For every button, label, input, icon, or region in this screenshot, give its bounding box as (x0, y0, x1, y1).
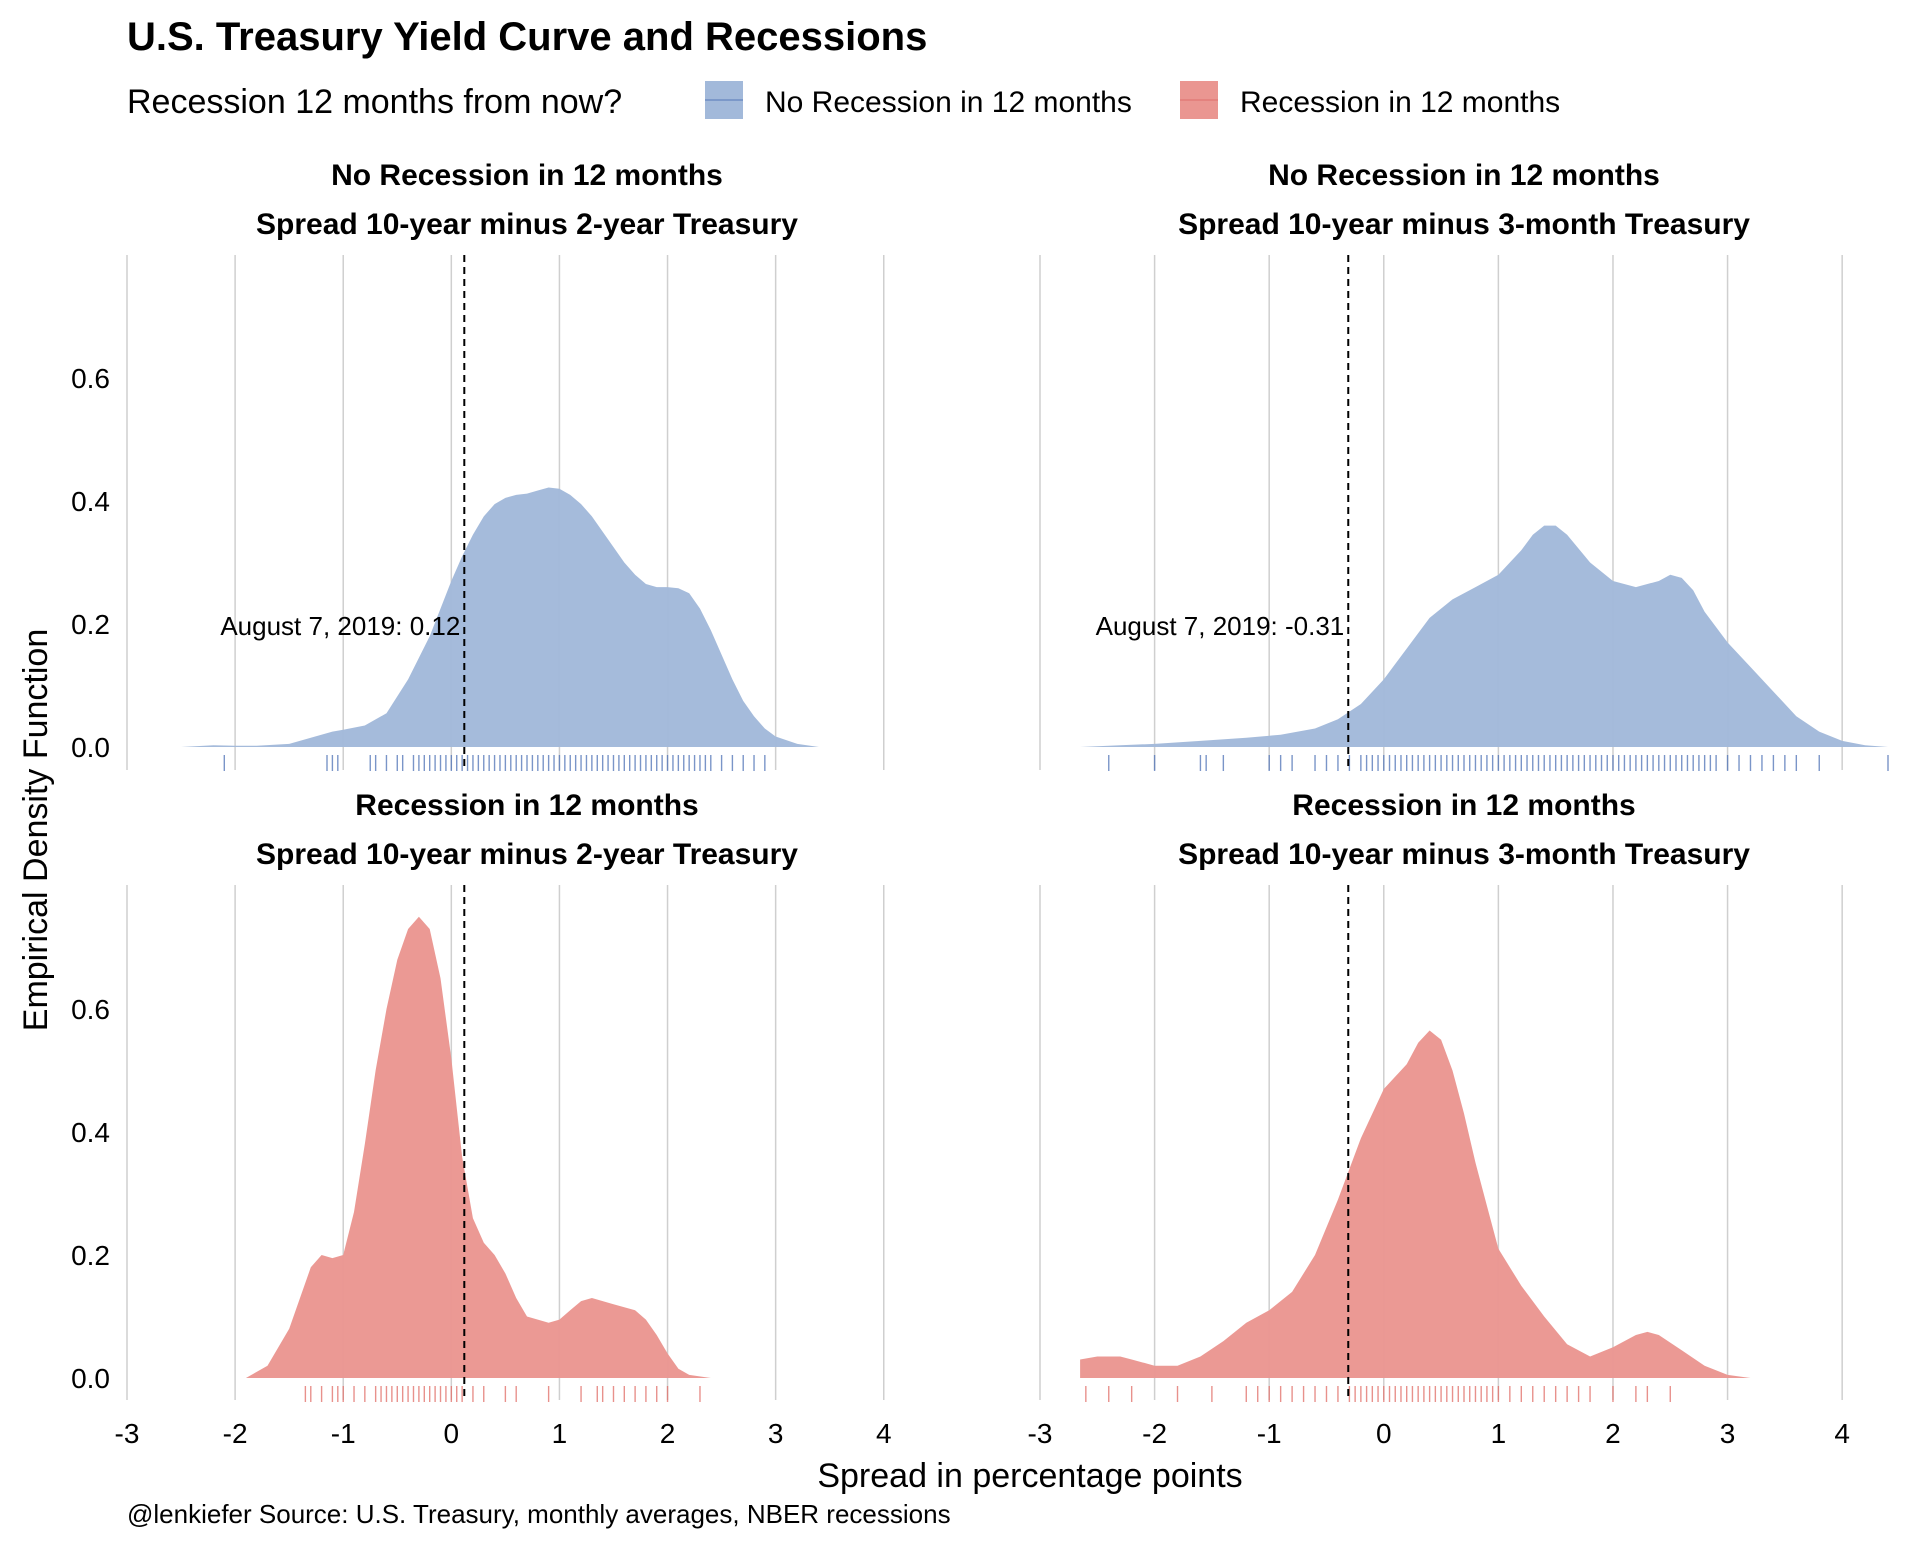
annotation-label: August 7, 2019: -0.31 (1096, 611, 1345, 641)
x-tick-label: -3 (1028, 1418, 1053, 1449)
legend-label-no-recession: No Recession in 12 months (765, 86, 1132, 119)
y-tick-label: 0.0 (71, 732, 110, 763)
x-tick-label: 2 (1605, 1418, 1621, 1449)
y-tick-label: 0.0 (71, 1363, 110, 1394)
density-area (245, 916, 711, 1378)
strip-label: Recession in 12 months (355, 789, 698, 822)
panel-2: August 7, 2019: -0.31 No Recession in 12 … (1039, 159, 1889, 771)
x-tick-label: 2 (660, 1418, 676, 1449)
density-area (1080, 1030, 1751, 1378)
y-tick-label: 0.2 (71, 609, 110, 640)
strip-label: No Recession in 12 months (331, 159, 723, 192)
strip-label: No Recession in 12 months (1268, 159, 1660, 192)
x-tick-label: 1 (552, 1418, 568, 1449)
strip-label: Spread 10-year minus 3-month Treasury (1178, 838, 1750, 871)
panel-3: Recession in 12 months Spread 10-year min… (71, 789, 891, 1449)
x-tick-label: 0 (444, 1418, 460, 1449)
y-tick-label: 0.4 (71, 1117, 110, 1148)
chart-caption: @lenkiefer Source: U.S. Treasury, monthl… (127, 1499, 951, 1529)
panel-4: Recession in 12 months Spread 10-year min… (1028, 789, 1850, 1449)
facet-panels: August 7, 2019: 0.12 No Recession in 12 m… (71, 159, 1889, 1449)
x-axis-label: Spread in percentage points (817, 1457, 1242, 1495)
annotation-label: August 7, 2019: 0.12 (220, 611, 460, 641)
x-tick-label: -1 (1257, 1418, 1282, 1449)
strip-label: Recession in 12 months (1292, 789, 1635, 822)
y-axis-label: Empirical Density Function (17, 629, 55, 1031)
legend-title: Recession 12 months from now? (127, 83, 622, 121)
strip-label: Spread 10-year minus 2-year Treasury (256, 838, 798, 871)
y-tick-label: 0.6 (71, 363, 110, 394)
strip-label: Spread 10-year minus 2-year Treasury (256, 208, 798, 241)
chart-title: U.S. Treasury Yield Curve and Recessions (127, 15, 927, 59)
x-tick-label: 4 (876, 1418, 892, 1449)
x-tick-label: -2 (223, 1418, 248, 1449)
x-tick-label: -1 (331, 1418, 356, 1449)
legend-label-recession: Recession in 12 months (1240, 86, 1560, 119)
panel-1: August 7, 2019: 0.12 No Recession in 12 m… (71, 159, 885, 771)
y-tick-label: 0.6 (71, 994, 110, 1025)
density-area (181, 487, 819, 747)
density-area (1080, 525, 1888, 747)
x-tick-label: 1 (1491, 1418, 1507, 1449)
y-tick-label: 0.4 (71, 486, 110, 517)
x-tick-label: 0 (1376, 1418, 1392, 1449)
x-tick-label: 3 (768, 1418, 784, 1449)
x-tick-label: 4 (1834, 1418, 1850, 1449)
x-tick-label: -3 (115, 1418, 140, 1449)
strip-label: Spread 10-year minus 3-month Treasury (1178, 208, 1750, 241)
x-tick-label: 3 (1720, 1418, 1736, 1449)
x-tick-label: -2 (1142, 1418, 1167, 1449)
y-tick-label: 0.2 (71, 1240, 110, 1271)
